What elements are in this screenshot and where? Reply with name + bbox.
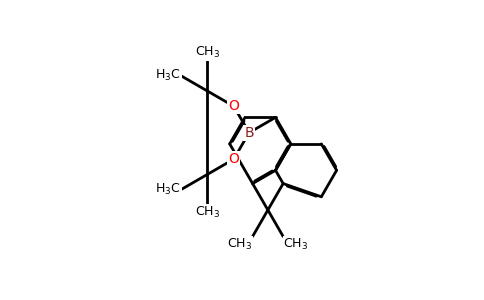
Text: H$_3$C: H$_3$C [155, 68, 181, 83]
Text: CH$_3$: CH$_3$ [283, 236, 308, 252]
Text: O: O [228, 152, 239, 166]
Text: H$_3$C: H$_3$C [155, 182, 181, 197]
Text: CH$_3$: CH$_3$ [227, 236, 253, 252]
Text: CH$_3$: CH$_3$ [195, 205, 220, 220]
Text: CH$_3$: CH$_3$ [195, 45, 220, 60]
Text: B: B [244, 126, 254, 140]
Text: O: O [228, 99, 239, 113]
